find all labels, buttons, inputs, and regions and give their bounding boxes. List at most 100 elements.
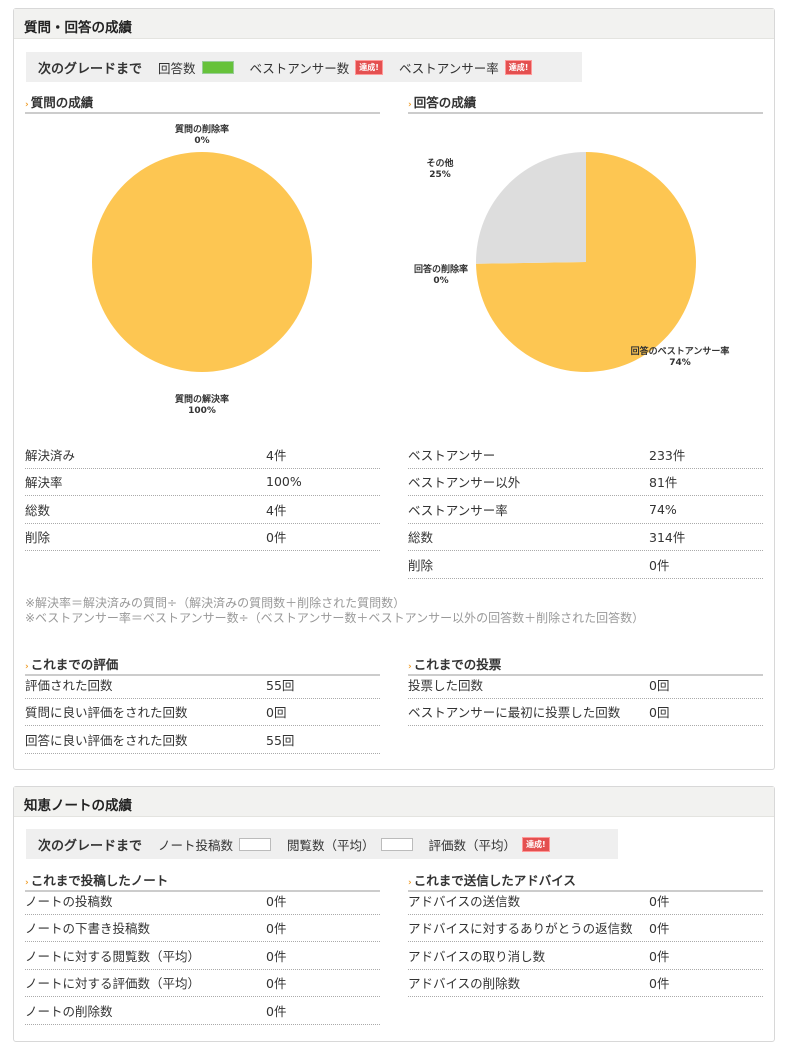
section-title: 質問の成績 bbox=[30, 95, 94, 110]
stat-value: 314件 bbox=[649, 530, 686, 546]
grade-item-label: ベストアンサー数 bbox=[249, 60, 350, 76]
note: ※ベストアンサー率＝ベストアンサー数÷（ベストアンサー数＋ベストアンサー以外の回… bbox=[25, 611, 645, 625]
qa-panel: 質問・回答の成績 次のグレードまで 回答数 ベストアンサー数 達成! ベストアンサー率達… bbox=[13, 8, 775, 770]
stat-value: 0回 bbox=[649, 705, 670, 721]
stat-value: 100% bbox=[266, 474, 302, 490]
stat-row: ノートの投稿数 0件 bbox=[25, 887, 380, 915]
stat-value: 0件 bbox=[266, 530, 287, 546]
achieved-badge: 達成! bbox=[355, 59, 383, 75]
panel-title: 知恵ノートの成績 bbox=[14, 787, 774, 817]
stat-row: 評価された回数 55回 bbox=[25, 671, 380, 699]
note: ※解決率＝解決済みの質問÷（解決済みの質問数＋削除された質問数） bbox=[25, 596, 406, 610]
progress-bar bbox=[201, 60, 234, 74]
stat-label: ベストアンサー bbox=[408, 447, 496, 463]
progress-bar bbox=[380, 837, 413, 851]
stat-row: 解決済み 4件 bbox=[25, 441, 380, 469]
grade-item-label: 評価数（平均） bbox=[428, 837, 517, 853]
stat-row: ベストアンサー率 74% bbox=[408, 496, 763, 524]
stat-row: 回答に良い評価をされた回数 55回 bbox=[25, 726, 380, 754]
stat-value: 0件 bbox=[649, 948, 670, 964]
stat-label: 解決済み bbox=[25, 447, 76, 463]
stat-row: 解決率 100% bbox=[25, 469, 380, 496]
pie-slice bbox=[476, 152, 586, 264]
section-title: これまで投稿したノート bbox=[30, 873, 169, 888]
stat-label: アドバイスに対するありがとうの返信数 bbox=[408, 921, 633, 937]
next-grade-label: 次のグレードまで bbox=[38, 61, 143, 77]
stat-value: 0回 bbox=[266, 705, 287, 721]
stat-label: アドバイスの取り消し数 bbox=[408, 948, 546, 964]
stat-row: 総数 4件 bbox=[25, 496, 380, 524]
slice-label: 回答のベストアンサー率 bbox=[631, 345, 730, 357]
advice-stats: アドバイスの送信数 0件 アドバイスに対するありがとうの返信数 0件 アドバイスの取り消… bbox=[408, 887, 763, 997]
stat-row: アドバイスの送信数 0件 bbox=[408, 887, 763, 915]
stat-label: ノートに対する評価数（平均） bbox=[25, 976, 201, 992]
stat-row: ベストアンサー以外 81件 bbox=[408, 469, 763, 496]
grade-item-label: 回答数 bbox=[158, 60, 196, 76]
pie-slice bbox=[92, 152, 312, 372]
stat-label: ベストアンサー以外 bbox=[408, 475, 521, 491]
slice-label: 質問の解決率 bbox=[175, 393, 229, 405]
stat-value: 0件 bbox=[266, 893, 287, 909]
panel-title: 質問・回答の成績 bbox=[14, 9, 774, 39]
achieved-badge: 達成! bbox=[504, 59, 533, 75]
stat-row: 総数 314件 bbox=[408, 524, 763, 551]
stat-value: 0件 bbox=[266, 1003, 287, 1019]
stat-label: ベストアンサーに最初に投票した回数 bbox=[408, 705, 621, 721]
stat-label: 質問に良い評価をされた回数 bbox=[25, 705, 188, 721]
stat-value: 0回 bbox=[649, 677, 670, 693]
stat-row: ベストアンサーに最初に投票した回数 0回 bbox=[408, 699, 763, 726]
stat-row: ノートの下書き投稿数 0件 bbox=[25, 915, 380, 942]
stat-value: 0件 bbox=[649, 921, 670, 937]
eval-stats: 評価された回数 55回 質問に良い評価をされた回数 0回 回答に良い評価をされた回数 55… bbox=[25, 671, 380, 754]
next-grade-label: 次のグレードまで bbox=[38, 838, 143, 854]
stat-value: 74% bbox=[649, 501, 677, 517]
stat-label: アドバイスの削除数 bbox=[408, 976, 521, 992]
stat-value: 233件 bbox=[649, 447, 686, 463]
stat-label: 評価された回数 bbox=[25, 677, 113, 693]
answer-stats: ベストアンサー 233件ベストアンサー以外 81件ベストアンサー率 74% 総数 314件… bbox=[408, 441, 763, 579]
stat-label: 回答に良い評価をされた回数 bbox=[25, 732, 188, 748]
stat-row: アドバイスの取り消し数 0件 bbox=[408, 942, 763, 970]
pie-slice bbox=[476, 152, 696, 372]
stat-label: 総数 bbox=[25, 502, 51, 518]
section-title: これまで送信したアドバイス bbox=[413, 873, 576, 888]
section-title: これまでの投票 bbox=[413, 657, 502, 672]
grade-item-label: 閲覧数（平均） bbox=[287, 837, 375, 853]
section-title: これまでの評価 bbox=[30, 657, 119, 672]
stat-row: ノートの削除数 0件 bbox=[25, 997, 380, 1025]
stat-row: 質問に良い評価をされた回数 0回 bbox=[25, 699, 380, 726]
stat-value: 55回 bbox=[266, 677, 295, 693]
stat-label: ベストアンサー率 bbox=[408, 502, 508, 518]
slice-label: 質問の削除率 bbox=[175, 123, 229, 135]
stat-row: 投票した回数 0回 bbox=[408, 671, 763, 699]
stat-label: ノートの投稿数 bbox=[25, 893, 113, 909]
stat-value: 0件 bbox=[649, 976, 670, 992]
slice-percent: 0% bbox=[194, 136, 209, 146]
section-advice: › これまで送信したアドバイス bbox=[408, 870, 763, 892]
stat-value: 0件 bbox=[266, 976, 287, 992]
stat-label: 削除 bbox=[408, 557, 434, 573]
stat-value: 0件 bbox=[649, 893, 670, 909]
stat-value: 4件 bbox=[266, 502, 287, 518]
pie-charts: 質問の解決率100%質問の削除率0%回答のベストアンサー率74%回答の削除率0%… bbox=[92, 123, 730, 416]
stat-row: 削除 0件 bbox=[408, 551, 763, 579]
stat-label: アドバイスの送信数 bbox=[408, 893, 521, 909]
stat-value: 81件 bbox=[649, 475, 678, 491]
section-eval: › これまでの評価 bbox=[25, 654, 380, 676]
question-stats: 解決済み 4件 解決率 100% 総数 4件 削除 0件 bbox=[25, 441, 380, 551]
slice-percent: 100% bbox=[188, 406, 216, 416]
slice-percent: 25% bbox=[429, 170, 451, 180]
stat-value: 0件 bbox=[266, 921, 287, 937]
stat-row: ノートに対する評価数（平均） 0件 bbox=[25, 970, 380, 997]
stat-label: 解決率 bbox=[25, 475, 63, 491]
slice-percent: 0% bbox=[433, 276, 448, 286]
slice-label: 回答の削除率 bbox=[414, 263, 468, 275]
stat-row: ベストアンサー 233件 bbox=[408, 441, 763, 469]
vote-stats: 投票した回数 0回ベストアンサーに最初に投票した回数 0回 bbox=[408, 671, 763, 726]
stat-row: アドバイスに対するありがとうの返信数 0件 bbox=[408, 915, 763, 942]
stat-label: ノートに対する閲覧数（平均） bbox=[25, 948, 201, 964]
achieved-badge: 達成! bbox=[522, 836, 550, 852]
progress-bar bbox=[239, 837, 272, 851]
stat-value: 0件 bbox=[649, 557, 670, 573]
stat-row: 削除 0件 bbox=[25, 524, 380, 551]
